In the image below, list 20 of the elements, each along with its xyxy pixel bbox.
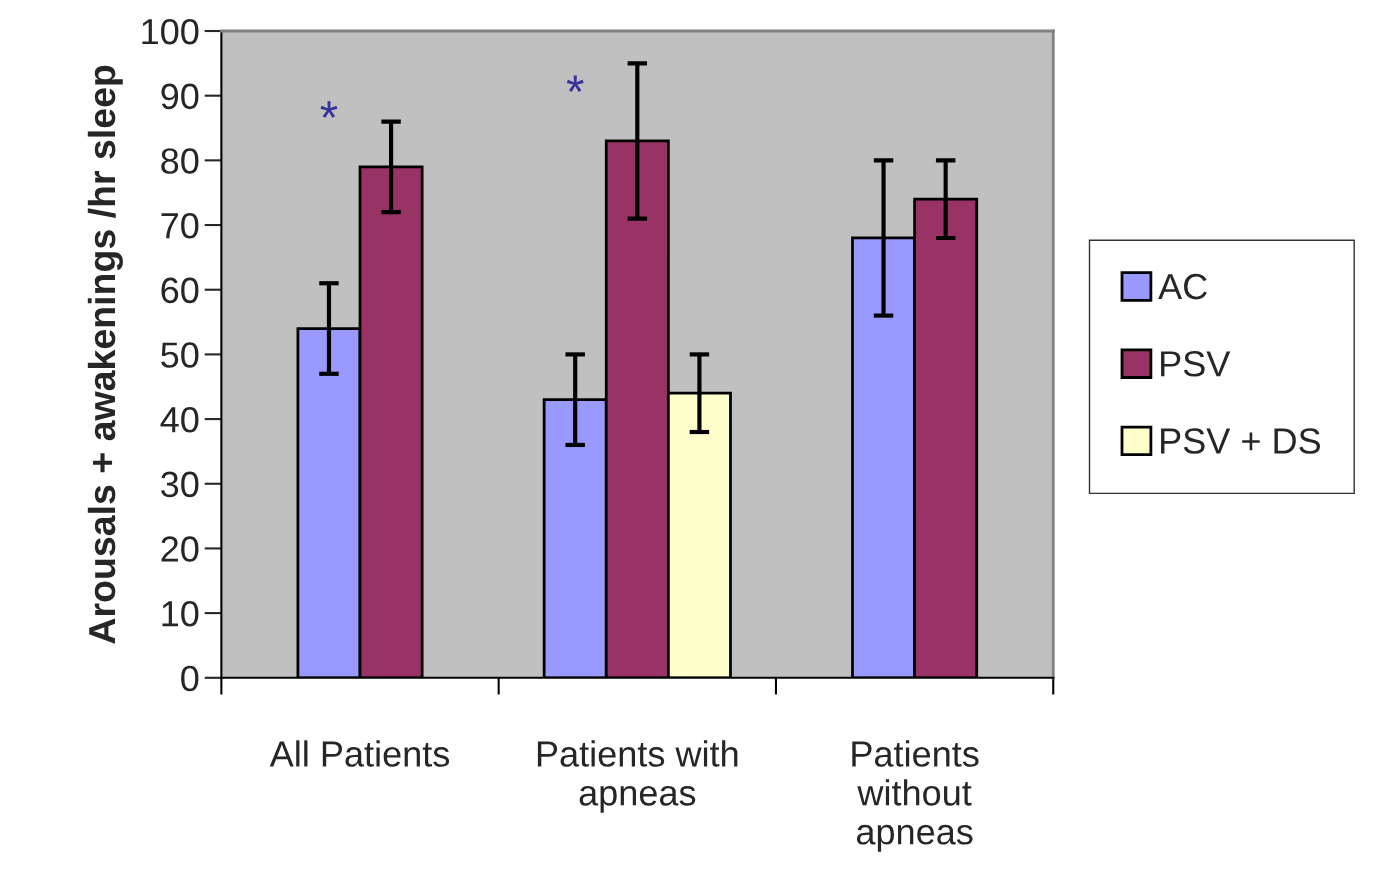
legend-label: PSV + DS bbox=[1161, 428, 1321, 454]
annotation: * bbox=[320, 101, 338, 118]
legend-label: AC bbox=[1158, 273, 1207, 300]
y-tick-label: 90 bbox=[161, 83, 199, 110]
legend-label: PSV bbox=[1161, 351, 1231, 377]
y-axis-title: Arousals + awakenings /hr sleep bbox=[87, 65, 123, 644]
y-tick-label: 60 bbox=[161, 277, 199, 304]
y-tick-label: 70 bbox=[161, 212, 199, 239]
y-tick-label: 30 bbox=[161, 471, 199, 498]
y-tick-label: 0 bbox=[181, 665, 199, 692]
x-tick-label: All Patients bbox=[269, 740, 450, 767]
y-tick-label: 20 bbox=[161, 536, 199, 562]
y-tick-label: 100 bbox=[142, 18, 199, 45]
y-tick-label: 80 bbox=[161, 148, 199, 174]
y-tick-label: 50 bbox=[161, 342, 199, 368]
y-tick-label: 40 bbox=[160, 406, 199, 433]
annotation: * bbox=[566, 75, 584, 92]
x-tick-label: Patients without apneas bbox=[852, 740, 979, 852]
x-tick-label: Patients with apneas bbox=[537, 740, 738, 813]
y-tick-label: 10 bbox=[162, 600, 199, 627]
